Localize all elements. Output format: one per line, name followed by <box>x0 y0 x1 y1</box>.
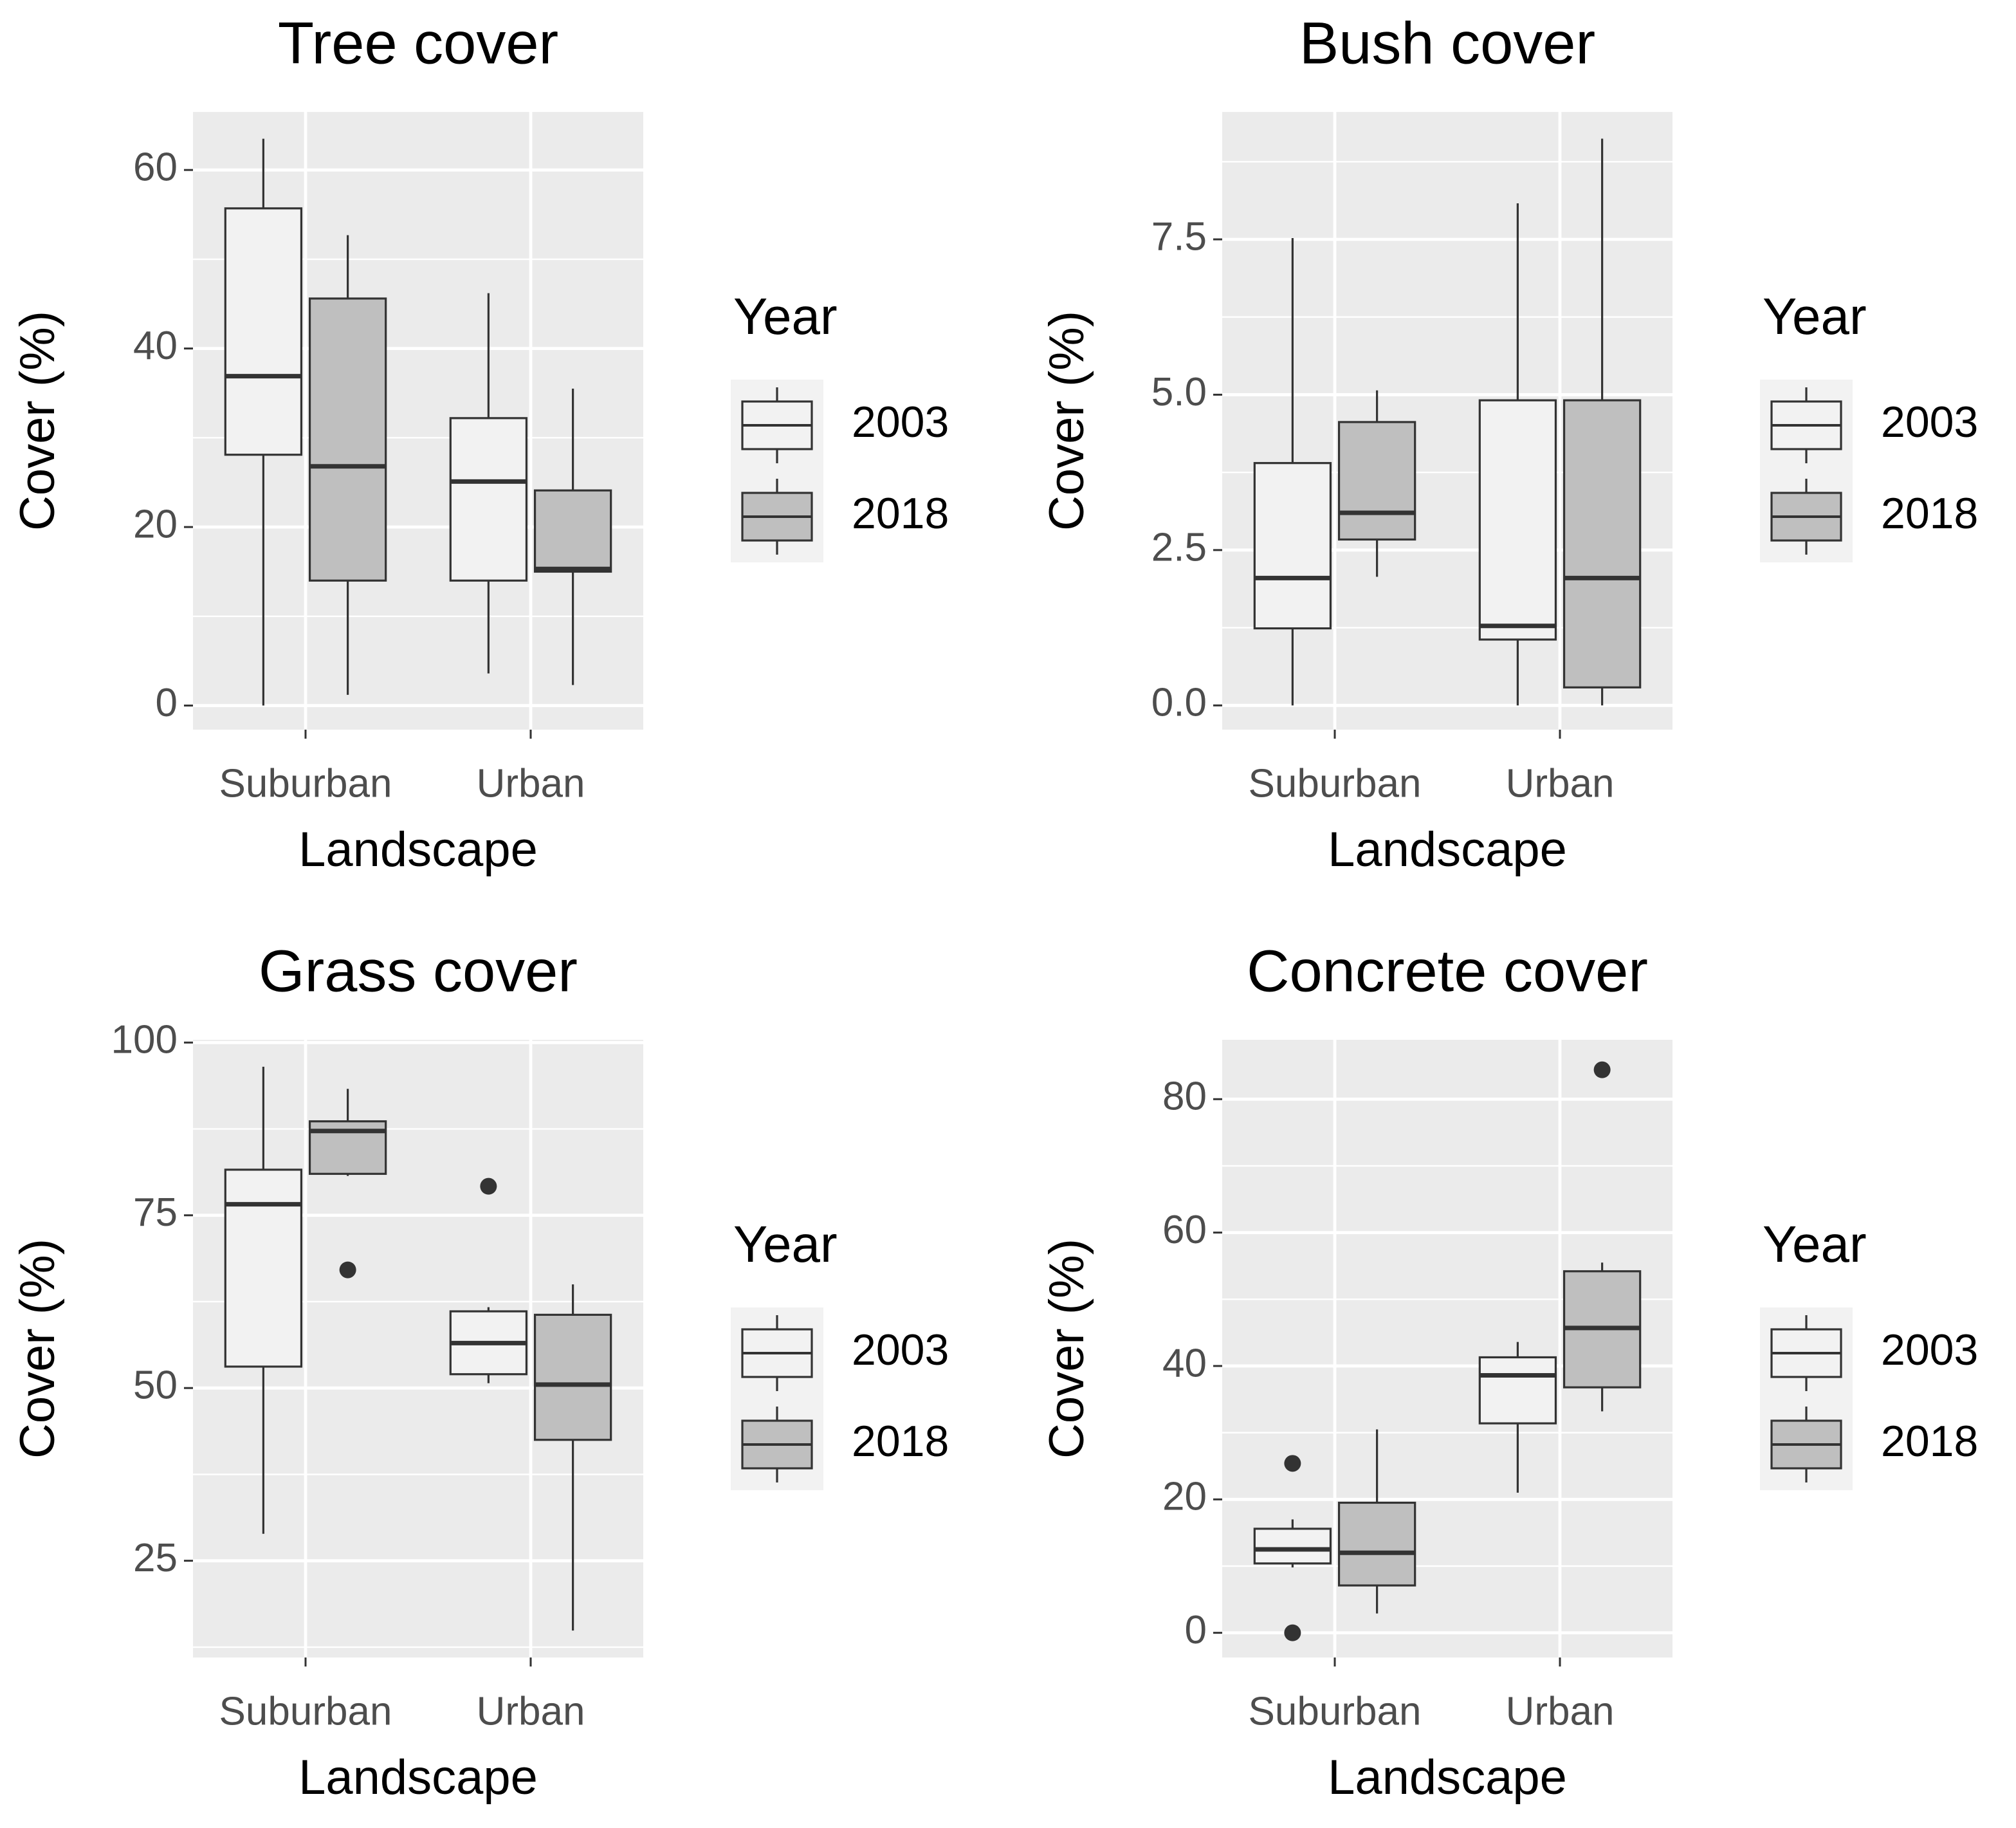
y-tick-label: 5.0 <box>1151 370 1207 414</box>
y-axis-title: Cover (%) <box>10 1239 65 1459</box>
legend-label: 2003 <box>852 398 949 447</box>
box <box>1478 399 1557 641</box>
y-tick-label: 20 <box>1162 1475 1207 1519</box>
box <box>1337 1501 1416 1587</box>
y-tick-label: 40 <box>1162 1341 1207 1385</box>
y-tick-label: 50 <box>133 1363 178 1408</box>
y-tick-label: 7.5 <box>1151 214 1207 259</box>
y-tick-label: 60 <box>1162 1208 1207 1252</box>
panel: 25 50 75 100 Suburban Urban Grass cover Landsca… <box>10 938 949 1805</box>
box <box>1253 1528 1332 1565</box>
x-tick-label: Urban <box>477 1689 585 1733</box>
legend-label: 2018 <box>1881 489 1978 538</box>
box <box>1478 1356 1557 1425</box>
x-tick-label: Suburban <box>219 1689 392 1733</box>
x-axis-title: Landscape <box>1328 822 1567 877</box>
box <box>533 1313 612 1441</box>
chart-title: Bush cover <box>1299 10 1595 76</box>
panel: 0 20 40 60 Suburban Urban Tree cover Landscape C… <box>10 10 949 877</box>
outlier <box>1284 1624 1301 1641</box>
y-tick-label: 20 <box>133 502 178 546</box>
legend-label: 2003 <box>1881 398 1978 447</box>
y-tick-label: 100 <box>111 1018 178 1062</box>
legend-title: Year <box>733 288 838 345</box>
legend-label: 2018 <box>852 1417 949 1466</box>
box <box>224 207 303 456</box>
y-tick-label: 2.5 <box>1151 525 1207 569</box>
box <box>1337 421 1416 541</box>
x-axis-title: Landscape <box>298 822 538 877</box>
x-tick-label: Urban <box>1506 1689 1615 1733</box>
outlier <box>339 1261 356 1279</box>
y-tick-label: 25 <box>133 1536 178 1580</box>
box <box>308 297 387 582</box>
x-axis-title: Landscape <box>298 1750 538 1805</box>
x-tick-label: Suburban <box>1249 761 1422 806</box>
chart-title: Concrete cover <box>1247 938 1648 1004</box>
outlier <box>1593 1061 1611 1078</box>
y-tick-label: 0.0 <box>1151 681 1207 725</box>
y-tick-label: 40 <box>133 324 178 368</box>
legend-label: 2018 <box>852 489 949 538</box>
panel: 0 20 40 60 80 Suburban Urban Concrete cover Land… <box>1040 938 1978 1805</box>
box <box>533 489 612 573</box>
x-tick-label: Suburban <box>1249 1689 1422 1733</box>
legend-label: 2003 <box>1881 1325 1978 1374</box>
y-tick-label: 0 <box>156 681 178 725</box>
panel: 0.0 2.5 5.0 7.5 Suburban Urban Bush cover Lands… <box>1040 10 1978 877</box>
y-tick-label: 0 <box>1185 1608 1207 1652</box>
y-tick-label: 80 <box>1162 1075 1207 1119</box>
legend-title: Year <box>733 1215 838 1273</box>
chart-title: Tree cover <box>278 10 558 76</box>
legend-title: Year <box>1763 288 1867 345</box>
y-axis-title: Cover (%) <box>10 311 65 531</box>
box <box>1562 399 1642 688</box>
y-axis-title: Cover (%) <box>1040 1239 1094 1459</box>
legend-label: 2003 <box>852 1325 949 1374</box>
chart-title: Grass cover <box>259 938 578 1004</box>
y-tick-label: 75 <box>133 1190 178 1235</box>
x-axis-title: Landscape <box>1328 1750 1567 1805</box>
x-tick-label: Suburban <box>219 761 392 806</box>
box <box>449 417 528 582</box>
box <box>1253 462 1332 630</box>
legend-title: Year <box>1763 1215 1867 1273</box>
legend-label: 2018 <box>1881 1417 1978 1466</box>
y-tick-label: 60 <box>133 145 178 190</box>
y-axis-title: Cover (%) <box>1040 311 1094 531</box>
outlier <box>480 1177 497 1195</box>
outlier <box>1284 1455 1301 1472</box>
x-tick-label: Urban <box>477 761 585 806</box>
box <box>224 1168 303 1368</box>
x-tick-label: Urban <box>1506 761 1615 806</box>
